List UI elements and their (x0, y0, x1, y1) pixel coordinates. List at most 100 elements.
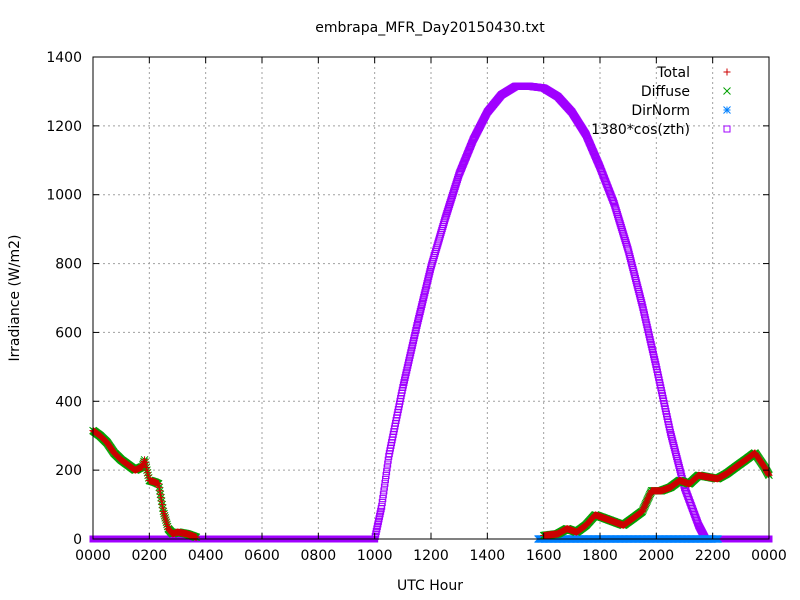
data-point (446, 200, 454, 208)
axis-ticks: 0000 0200 0400 0600 0800 1000 1200 1400 1600 1800… (46, 50, 786, 564)
data-point (415, 312, 423, 320)
data-point (379, 491, 387, 499)
data-point (639, 303, 647, 311)
data-point (405, 356, 413, 364)
data-point (380, 483, 388, 491)
data-point (666, 428, 674, 436)
data-point (420, 293, 428, 301)
data-point (419, 298, 427, 306)
x-tick-label: 0600 (244, 548, 280, 564)
data-point (674, 459, 682, 467)
data-point (399, 384, 407, 392)
data-point (409, 339, 417, 347)
data-point (416, 307, 424, 315)
data-point (677, 468, 685, 476)
data-point (764, 470, 772, 478)
data-point (625, 250, 633, 258)
data-point (453, 177, 461, 185)
data-point (415, 315, 423, 323)
data-point (671, 448, 679, 456)
data-point (446, 199, 454, 207)
legend-label: Diffuse (641, 84, 690, 100)
data-point (633, 281, 641, 289)
data-point (641, 311, 649, 319)
data-point (675, 464, 683, 472)
data-point (140, 458, 148, 466)
data-point (383, 468, 391, 476)
x-tick-label: 1600 (526, 548, 562, 564)
data-point (416, 310, 424, 318)
data-point (638, 299, 646, 307)
data-point (410, 334, 418, 342)
data-point (648, 343, 656, 351)
data-point (413, 322, 421, 330)
data-point (412, 327, 420, 335)
x-tick-label: 2000 (639, 548, 675, 564)
data-point (444, 206, 452, 214)
data-point (138, 463, 146, 471)
y-axis-label: Irradiance (W/m2) (7, 235, 23, 362)
data-point (156, 490, 164, 498)
data-point (380, 487, 388, 495)
data-point (402, 371, 410, 379)
data-point (634, 285, 642, 293)
data-point (646, 333, 654, 341)
data-point (155, 483, 163, 491)
data-point (422, 284, 430, 292)
data-point (628, 259, 636, 267)
data-point (158, 497, 166, 505)
data-point (643, 323, 651, 331)
data-point (381, 479, 389, 487)
data-point (639, 306, 647, 314)
data-point (452, 181, 460, 189)
data-point (423, 279, 431, 287)
data-point (626, 255, 634, 263)
data-point (641, 313, 649, 321)
data-point (624, 246, 632, 254)
data-point (192, 533, 200, 541)
data-point (674, 457, 682, 465)
data-point (442, 211, 450, 219)
data-point (159, 504, 167, 512)
data-point (631, 274, 639, 282)
data-point (406, 351, 414, 359)
data-point (424, 277, 432, 285)
data-point (425, 272, 433, 280)
data-point (404, 359, 412, 367)
data-point (399, 381, 407, 389)
data-point (448, 193, 456, 201)
data-point (651, 358, 659, 366)
data-point (645, 331, 653, 339)
data-point (403, 364, 411, 372)
data-point (670, 441, 678, 449)
data-point (447, 197, 455, 205)
x-tick-label: 0800 (301, 548, 337, 564)
data-point (644, 328, 652, 336)
y-tick-label: 1200 (46, 119, 82, 135)
data-point (378, 502, 386, 510)
data-point (421, 286, 429, 294)
data-point (636, 292, 644, 300)
data-point (667, 430, 675, 438)
y-tick-label: 800 (55, 257, 82, 273)
data-point (637, 294, 645, 302)
data-point (418, 300, 426, 308)
legend-marker (723, 125, 731, 133)
data-point (638, 301, 646, 309)
data-point (403, 366, 411, 374)
data-point (648, 346, 656, 354)
data-point (650, 350, 658, 358)
data-point (382, 472, 390, 480)
x-tick-label: 0000 (751, 548, 787, 564)
data-point (410, 336, 418, 344)
x-tick-label: 1400 (470, 548, 506, 564)
legend-marker (723, 106, 731, 114)
data-point (156, 487, 164, 495)
legend-label: DirNorm (631, 103, 690, 119)
y-tick-label: 1400 (46, 50, 82, 66)
data-point (417, 303, 425, 311)
data-point (155, 480, 163, 488)
data-point (647, 338, 655, 346)
data-point (406, 354, 414, 362)
